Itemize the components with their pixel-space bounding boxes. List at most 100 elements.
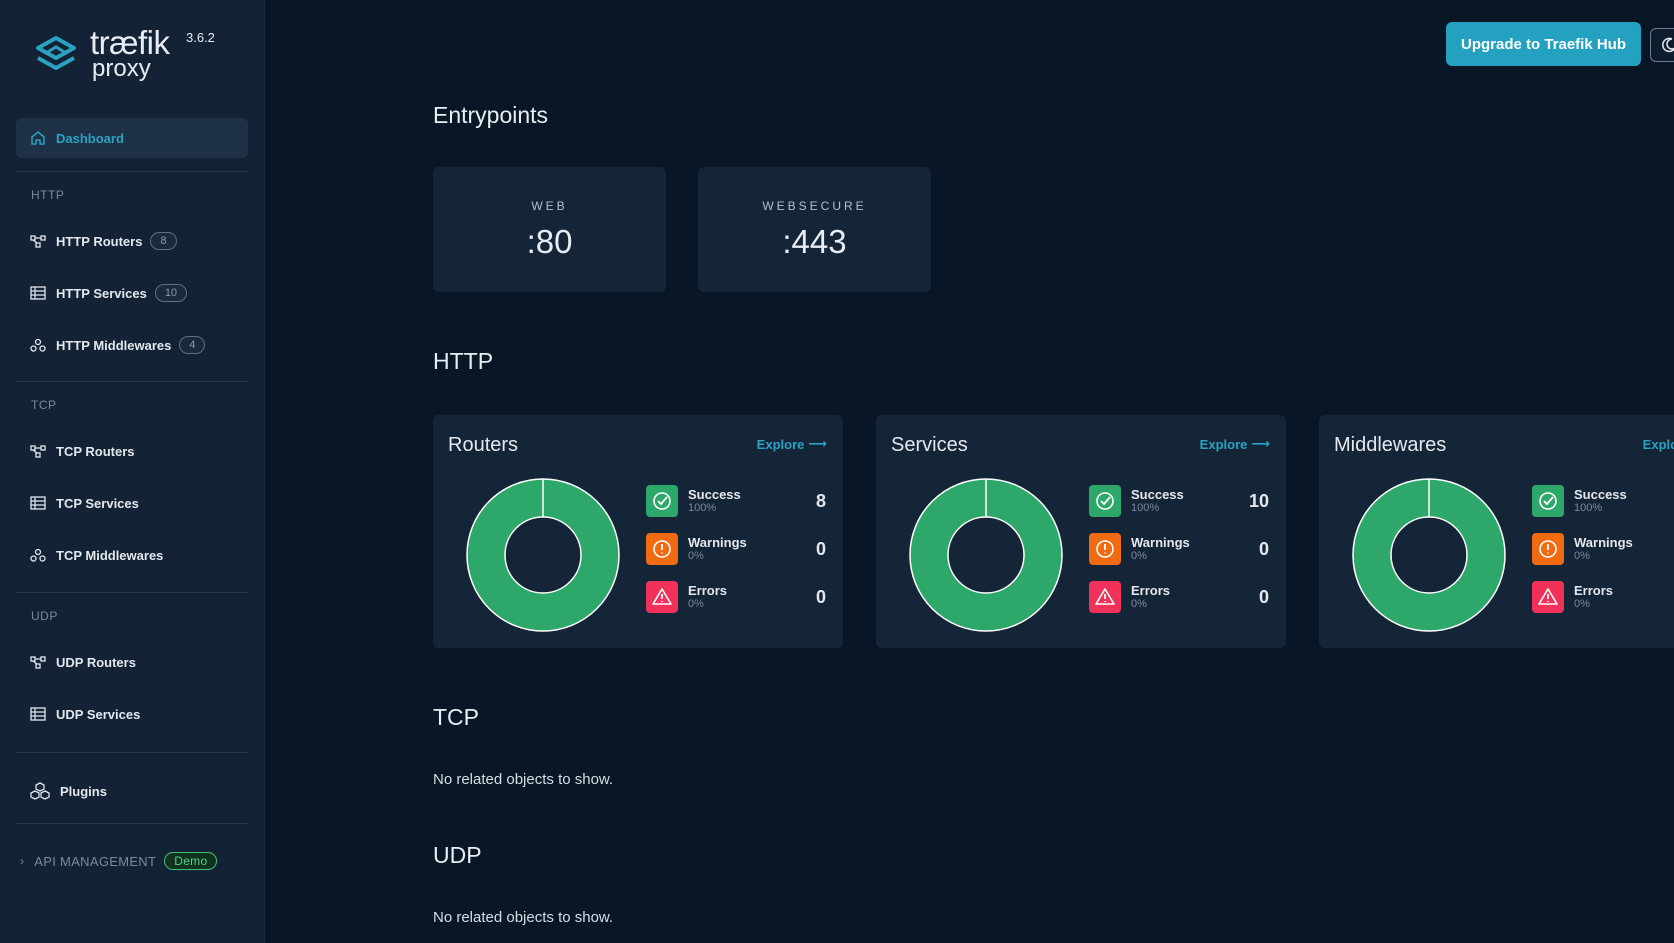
explore-label: Explore <box>1199 436 1248 452</box>
sidebar-item-label: Plugins <box>60 783 107 799</box>
card-title: Services <box>891 434 968 456</box>
sidebar-divider <box>16 171 248 172</box>
warnings-row: Warnings 0% 0 <box>1089 531 1269 565</box>
sidebar-divider <box>16 752 248 753</box>
sidebar-item-label: TCP Services <box>56 495 139 511</box>
row-label: Errors <box>1131 583 1171 598</box>
sidebar-item-plugins[interactable]: Plugins <box>30 779 107 803</box>
alert-triangle-icon <box>1532 581 1564 613</box>
sidebar-item-label: API MANAGEMENT <box>34 853 157 869</box>
sidebar-item-label: TCP Middlewares <box>56 547 164 563</box>
home-icon <box>30 130 46 146</box>
row-label: Errors <box>1574 583 1614 598</box>
row-value: 0 <box>1258 587 1269 607</box>
errors-row: Errors 0% 0 <box>1089 579 1269 613</box>
alert-triangle-icon <box>1089 581 1121 613</box>
sidebar-item-tcp-services[interactable]: TCP Services <box>30 491 139 515</box>
row-percent: 0% <box>1131 550 1147 562</box>
success-row: Success 100% 10 <box>1089 483 1269 517</box>
sidebar-item-label: UDP Routers <box>56 654 136 670</box>
routers-icon <box>30 444 48 458</box>
row-label: Success <box>1131 487 1184 502</box>
row-value: 0 <box>815 539 826 559</box>
version-label: 3.6.2 <box>186 30 215 45</box>
row-value: 0 <box>815 587 826 607</box>
row-label: Success <box>1574 487 1627 502</box>
sidebar-item-label: UDP Services <box>56 706 141 722</box>
row-value: 0 <box>1258 539 1269 559</box>
services-icon <box>30 286 48 300</box>
section-title-entrypoints: Entrypoints <box>433 102 549 128</box>
sidebar-item-label: HTTP Routers <box>56 233 143 249</box>
routers-icon <box>30 655 48 669</box>
sidebar-item-tcp-routers[interactable]: TCP Routers <box>30 439 135 463</box>
card-title: Middlewares <box>1334 434 1447 456</box>
stat-card-routers: Routers Explore ⟶ Success 100% 8 Warnings… <box>433 415 843 648</box>
sidebar-item-http-services[interactable]: HTTP Services 10 <box>30 281 188 305</box>
sidebar-item-label: TCP Routers <box>56 443 135 459</box>
entrypoint-port: :80 <box>526 223 573 260</box>
row-label: Warnings <box>1131 535 1190 550</box>
count-badge: 10 <box>154 284 188 302</box>
row-value: 10 <box>1248 491 1269 511</box>
theme-toggle-button[interactable] <box>1650 28 1674 62</box>
chevron-right-icon: › <box>20 854 25 868</box>
success-donut-chart <box>909 478 1063 632</box>
traefik-logo[interactable]: træfik proxy 3.6.2 <box>32 26 232 86</box>
moon-icon <box>1662 37 1674 53</box>
middlewares-icon <box>30 338 48 352</box>
sidebar-item-udp-services[interactable]: UDP Services <box>30 702 140 726</box>
errors-row: Errors 0% 0 <box>646 579 826 613</box>
entrypoint-card-web: WEB :80 <box>433 167 666 292</box>
sidebar-divider <box>16 823 248 824</box>
explore-label: Explore <box>1642 436 1674 452</box>
explore-link[interactable]: Explore⟶ <box>1200 436 1270 452</box>
sidebar-item-api-management[interactable]: › API MANAGEMENT Demo <box>20 852 218 870</box>
explore-label: Explore <box>756 436 805 452</box>
row-percent: 100% <box>1574 502 1603 514</box>
tcp-empty-message: No related objects to show. <box>433 771 614 788</box>
routers-icon <box>30 234 48 248</box>
sidebar-item-label: HTTP Middlewares <box>56 337 172 353</box>
entrypoint-card-websecure: WEBSECURE :443 <box>698 167 931 292</box>
warnings-row: Warnings 0% 0 <box>646 531 826 565</box>
udp-empty-message: No related objects to show. <box>433 909 614 926</box>
plugins-icon <box>30 782 52 800</box>
errors-row: Errors 0% 0 <box>1532 579 1674 613</box>
brand-sub: proxy <box>92 55 151 82</box>
count-badge: 8 <box>150 232 177 250</box>
section-title-http: HTTP <box>433 348 494 374</box>
success-row: Success 100% 4 <box>1532 483 1674 517</box>
section-label-http: HTTP <box>31 188 65 202</box>
warning-circle-icon <box>646 533 678 565</box>
row-percent: 0% <box>1574 598 1590 610</box>
brand-name: træfik <box>90 24 170 61</box>
stat-card-middlewares: Middlewares Explore⟶ Success 100% 4 Warn… <box>1319 415 1674 648</box>
upgrade-button[interactable]: Upgrade to Traefik Hub <box>1446 22 1641 66</box>
sidebar: træfik proxy 3.6.2 Dashboard HTTP HTTP R… <box>0 0 265 943</box>
alert-triangle-icon <box>646 581 678 613</box>
sidebar-item-http-routers[interactable]: HTTP Routers 8 <box>30 229 177 253</box>
row-label: Success <box>688 487 741 502</box>
sidebar-item-udp-routers[interactable]: UDP Routers <box>30 650 136 674</box>
sidebar-item-dashboard[interactable]: Dashboard <box>16 118 248 158</box>
section-label-tcp: TCP <box>31 398 57 412</box>
row-percent: 100% <box>688 502 717 514</box>
warning-circle-icon <box>1532 533 1564 565</box>
entrypoint-name: WEBSECURE <box>762 199 867 213</box>
sidebar-item-label: HTTP Services <box>56 285 147 301</box>
explore-link[interactable]: Explore⟶ <box>757 436 827 452</box>
row-percent: 0% <box>1574 550 1590 562</box>
entrypoint-port: :443 <box>782 223 847 260</box>
success-row: Success 100% 8 <box>646 483 826 517</box>
sidebar-item-http-middlewares[interactable]: HTTP Middlewares 4 <box>30 333 206 357</box>
row-label: Warnings <box>1574 535 1633 550</box>
stat-card-services: Services Explore ⟶ Success 100% 10 Warnin… <box>876 415 1286 648</box>
services-icon <box>30 707 48 721</box>
explore-link[interactable]: Explore⟶ <box>1643 436 1674 452</box>
services-icon <box>30 496 48 510</box>
row-value: 8 <box>815 491 826 511</box>
row-percent: 0% <box>1131 598 1147 610</box>
warning-circle-icon <box>1089 533 1121 565</box>
sidebar-item-tcp-middlewares[interactable]: TCP Middlewares <box>30 543 163 567</box>
